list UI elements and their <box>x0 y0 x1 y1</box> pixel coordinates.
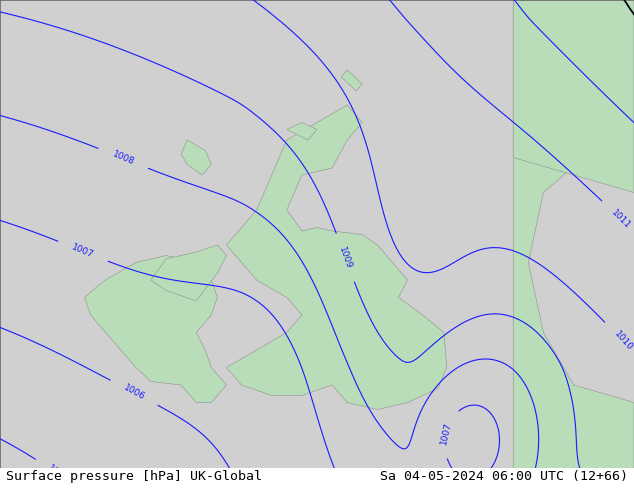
Polygon shape <box>341 70 362 91</box>
Polygon shape <box>84 255 226 402</box>
Polygon shape <box>151 245 226 301</box>
Bar <box>0 468 634 490</box>
Polygon shape <box>514 0 634 193</box>
Polygon shape <box>226 105 447 410</box>
Text: 1008: 1008 <box>111 150 136 167</box>
Polygon shape <box>514 0 634 490</box>
Polygon shape <box>287 122 317 140</box>
Text: 1007: 1007 <box>439 421 453 445</box>
Text: Surface pressure [hPa] UK-Global: Surface pressure [hPa] UK-Global <box>6 469 262 483</box>
Text: 1011: 1011 <box>610 208 632 230</box>
Text: 1005: 1005 <box>46 464 70 485</box>
Text: 1007: 1007 <box>70 243 95 260</box>
Text: 1006: 1006 <box>122 383 146 402</box>
Text: 1009: 1009 <box>337 245 353 270</box>
Text: 1010: 1010 <box>612 330 634 353</box>
Polygon shape <box>181 140 211 175</box>
Text: Sa 04-05-2024 06:00 UTC (12+66): Sa 04-05-2024 06:00 UTC (12+66) <box>380 469 628 483</box>
